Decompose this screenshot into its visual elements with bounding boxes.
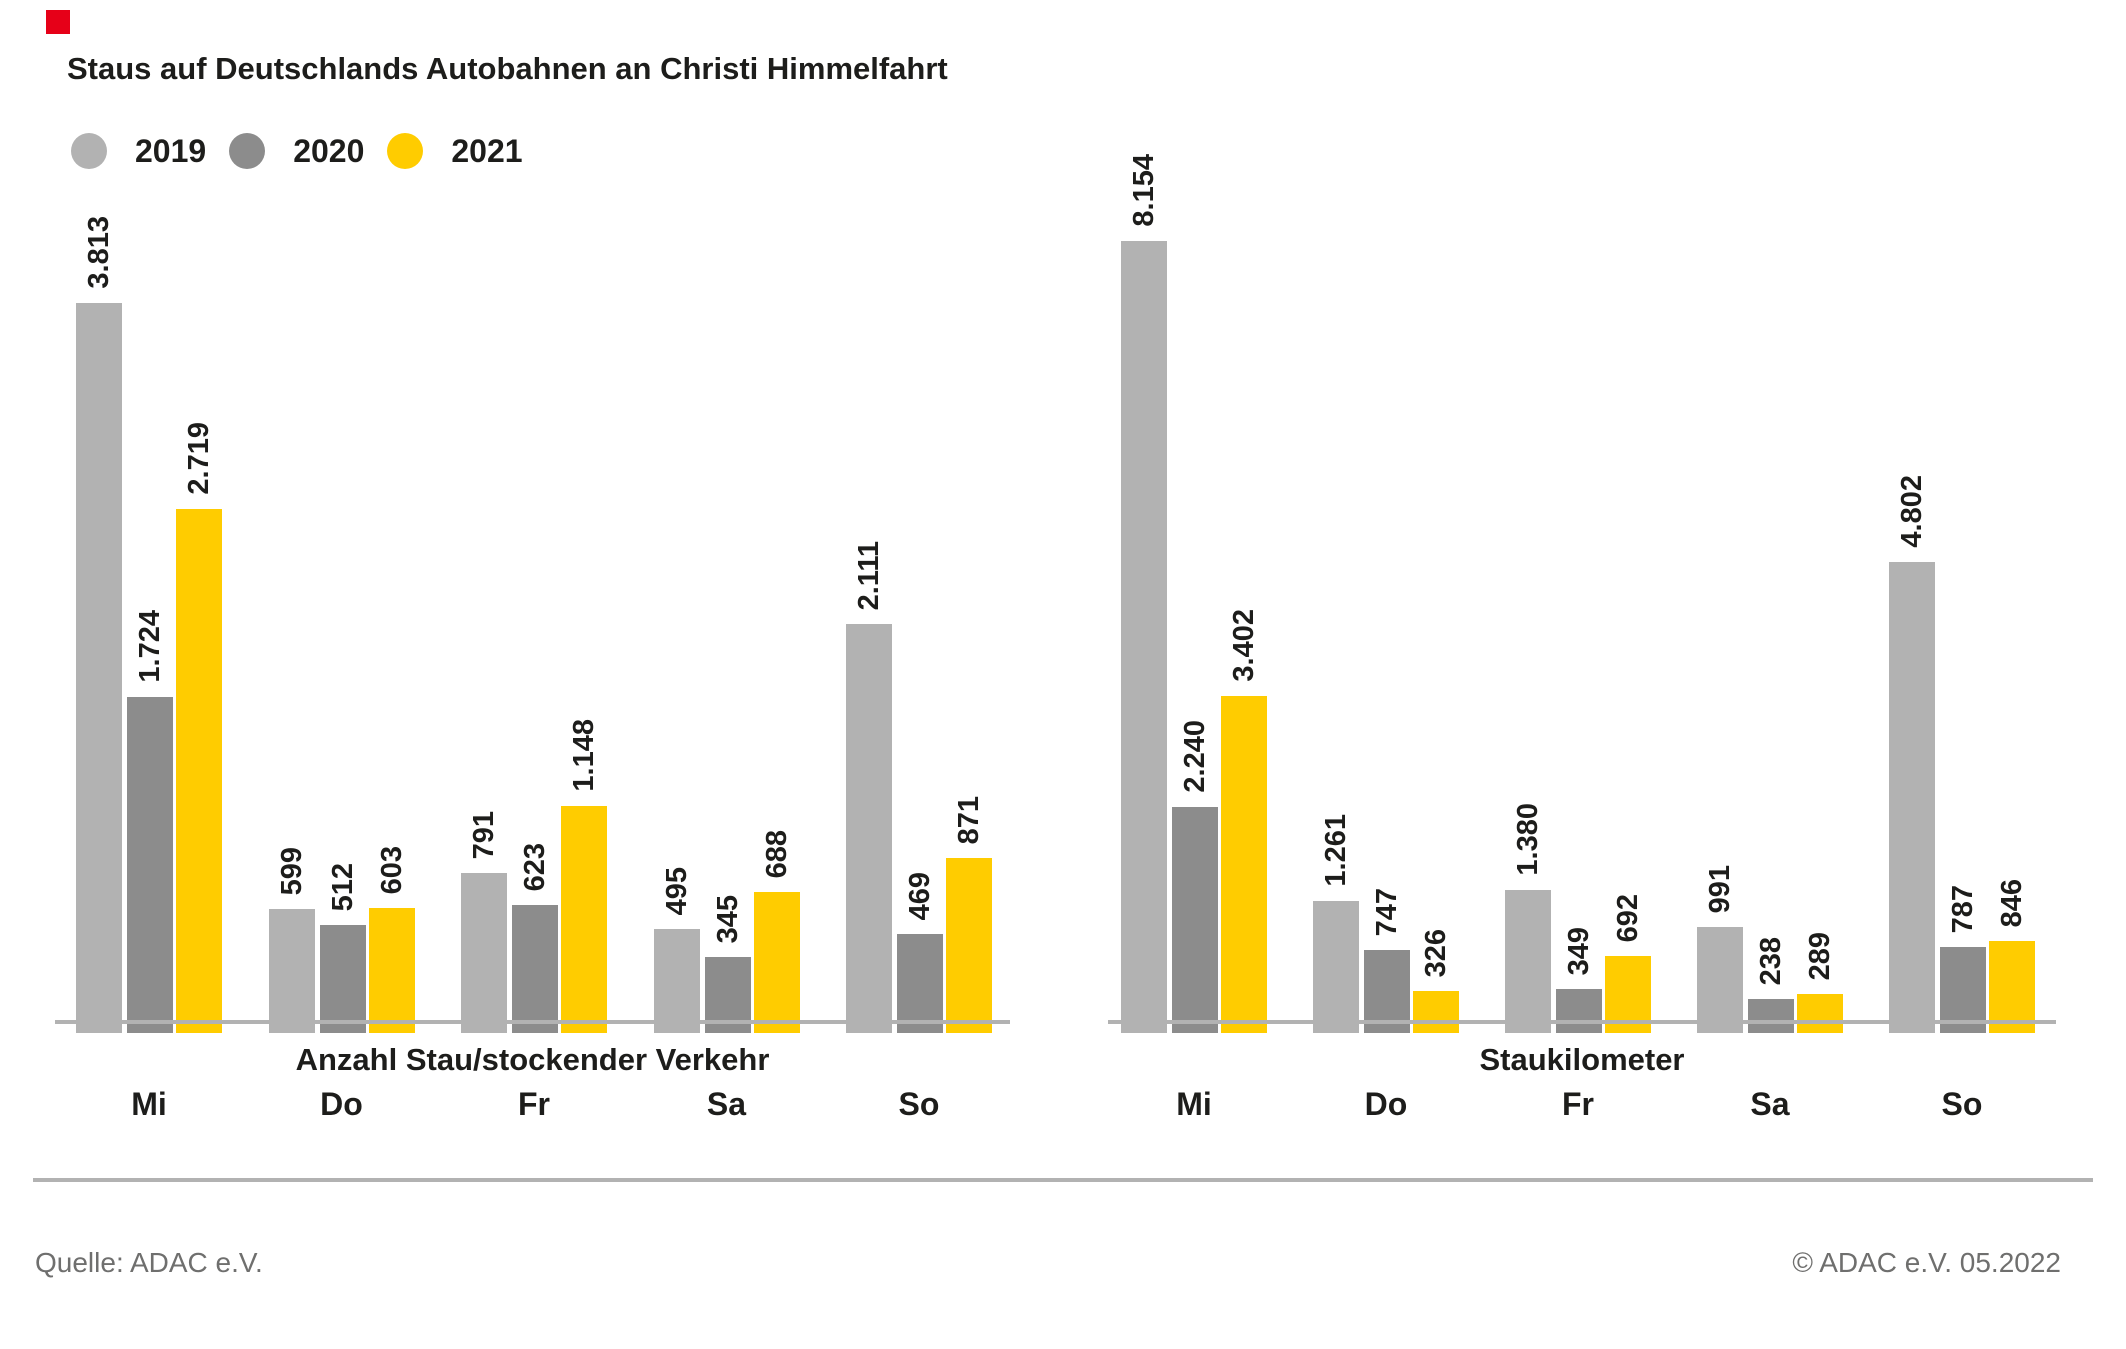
bar-chart-staukilometer: 8.154 2.240 3.402 1.261 747 326 1.380 349 692 991…	[1108, 0, 2056, 1033]
bar-value-label: 1.724	[134, 610, 166, 683]
bar-value-label: 747	[1371, 887, 1403, 936]
x-axis-line	[55, 1020, 1010, 1024]
bar-2021-Do	[1413, 991, 1459, 1033]
bar-value-label: 991	[1704, 864, 1736, 913]
bar-2020-Sa	[1748, 999, 1794, 1033]
bar-2019-Sa	[1697, 927, 1743, 1033]
bar-value-label: 326	[1420, 928, 1452, 977]
category-label-Sa: Sa	[706, 1086, 747, 1122]
bar-value-label: 2.240	[1179, 720, 1211, 793]
bar-value-label: 692	[1612, 893, 1644, 942]
bar-2021-Mi	[176, 509, 222, 1033]
bar-value-label: 623	[519, 842, 551, 891]
bar-value-label: 791	[468, 810, 500, 859]
bar-value-label: 289	[1804, 931, 1836, 980]
x-axis-line	[1108, 1020, 2056, 1024]
bar-2020-Do	[319, 925, 366, 1033]
category-label-Fr: Fr	[518, 1086, 550, 1122]
bar-value-label: 3.813	[83, 216, 115, 289]
bar-2021-Do	[368, 908, 415, 1033]
bar-2021-Mi	[1221, 696, 1267, 1033]
chart-caption: Staukilometer	[1479, 1042, 1685, 1077]
footer-divider	[33, 1178, 2093, 1182]
bar-value-label: 512	[326, 862, 359, 911]
bar-value-label: 349	[1563, 926, 1595, 975]
bar-value-label: 4.802	[1896, 475, 1928, 548]
bar-value-label: 599	[275, 846, 308, 895]
bar-2020-Fr	[1556, 989, 1602, 1033]
bar-2019-So	[1889, 562, 1935, 1033]
bar-value-label: 3.402	[1228, 609, 1260, 682]
bar-value-label: 495	[660, 866, 693, 915]
category-label-So: So	[898, 1086, 940, 1122]
bar-2019-So	[846, 624, 892, 1033]
bar-2021-So	[1989, 941, 2035, 1033]
bar-2019-Sa	[653, 929, 700, 1033]
bar-value-label: 469	[904, 871, 936, 920]
bar-value-label: 1.380	[1512, 803, 1544, 876]
bar-value-label: 8.154	[1128, 154, 1160, 227]
bar-2021-Fr	[561, 806, 607, 1033]
category-label-Mi: Mi	[1176, 1086, 1212, 1122]
chart-caption: Anzahl Stau/stockender Verkehr	[295, 1042, 770, 1077]
bar-value-label: 2.111	[853, 540, 885, 610]
legend-item-2021: 2021	[387, 132, 523, 170]
legend-item-2020: 2020	[229, 133, 364, 170]
bar-2019-Do	[1313, 901, 1359, 1033]
bar-value-label: 871	[953, 795, 985, 844]
bar-value-label: 238	[1755, 936, 1787, 985]
bar-2020-So	[1940, 947, 1986, 1033]
legend-dot-2020-icon	[229, 133, 266, 169]
category-label-Sa: Sa	[1750, 1086, 1790, 1122]
bar-value-label: 345	[711, 894, 744, 943]
bar-2020-Mi	[127, 697, 173, 1033]
bar-2020-Fr	[512, 905, 558, 1033]
category-label-Mi: Mi	[131, 1086, 167, 1122]
bar-value-label: 603	[375, 845, 408, 894]
legend-item-2019: 2019	[71, 133, 206, 170]
legend-dot-2019-icon	[71, 133, 107, 169]
category-label-So: So	[1941, 1086, 1983, 1122]
legend-label: 2019	[135, 132, 207, 169]
bar-value-label: 787	[1947, 884, 1979, 933]
brand-red-square-icon	[46, 10, 70, 34]
category-label-Fr: Fr	[1562, 1086, 1594, 1122]
legend-dot-2021-icon	[387, 133, 424, 169]
chart-title: Staus auf Deutschlands Autobahnen an Chr…	[67, 51, 948, 86]
legend-label: 2021	[451, 132, 523, 169]
bar-value-label: 846	[1996, 878, 2028, 927]
bar-value-label: 688	[760, 829, 793, 878]
legend-label: 2020	[293, 132, 365, 169]
bar-2020-Do	[1364, 950, 1410, 1033]
legend: 2019 2020 2021	[71, 132, 546, 170]
bar-chart-anzahl-stau: 3.813 1.724 2.719 599 512 603 791 623 1.148 495 34…	[55, 0, 1010, 1033]
category-label-Do: Do	[320, 1086, 363, 1122]
bar-2021-So	[946, 858, 992, 1033]
bar-2021-Sa	[753, 892, 800, 1033]
bar-2019-Fr	[461, 873, 507, 1033]
category-label-Do: Do	[1364, 1086, 1408, 1122]
bar-2019-Do	[268, 909, 315, 1033]
bar-value-label: 1.261	[1320, 814, 1352, 887]
bar-2019-Fr	[1505, 890, 1551, 1033]
source-note: Quelle: ADAC e.V.	[35, 1247, 263, 1278]
bar-2021-Sa	[1797, 994, 1843, 1033]
bar-2019-Mi	[1121, 241, 1167, 1033]
copyright-note: © ADAC e.V. 05.2022	[1792, 1247, 2061, 1278]
bar-value-label: 2.719	[183, 422, 215, 495]
bar-2019-Mi	[76, 303, 122, 1033]
bar-2020-So	[897, 934, 943, 1033]
bar-value-label: 1.148	[568, 719, 600, 792]
bar-2020-Mi	[1172, 807, 1218, 1033]
